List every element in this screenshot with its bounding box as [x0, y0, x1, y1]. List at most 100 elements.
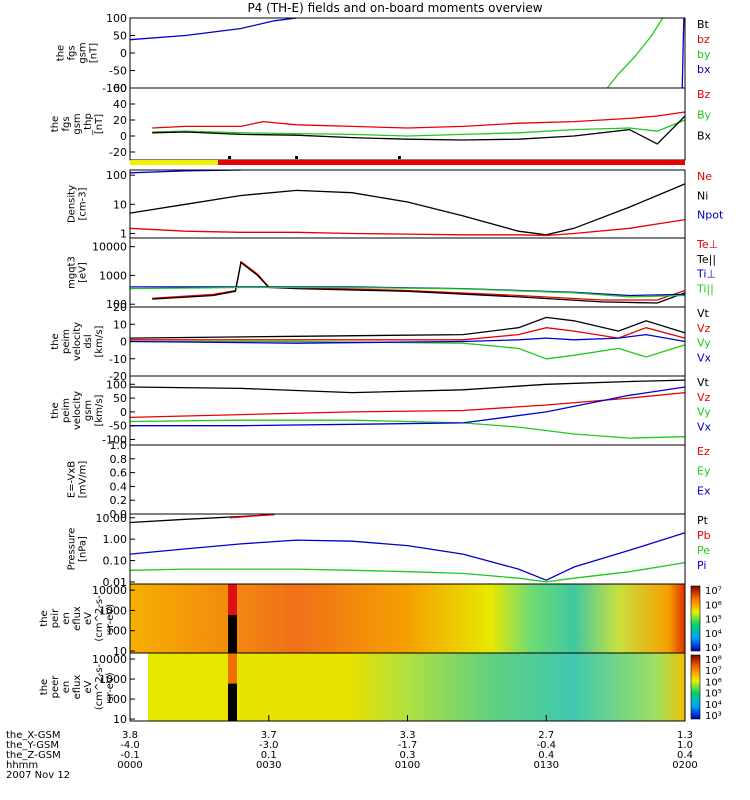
legend-entry: Vz [697, 391, 711, 404]
x-row-label: the_Z-GSM [6, 750, 61, 761]
series-bx_end-line [681, 17, 685, 89]
panel-frame [129, 513, 686, 585]
x-tick-label: 0.3 [400, 750, 416, 761]
legend: Ne Ni Npot [697, 170, 724, 222]
spectrogram [130, 584, 685, 653]
x-tick-label: -1.7 [398, 740, 418, 751]
legend-entry: Vy [697, 406, 711, 419]
legend-entry: Te⊥ [696, 238, 718, 251]
series-Vt-line [129, 379, 686, 394]
legend-entry: Ti|| [696, 282, 714, 295]
y-axis: 100 10 1 [106, 169, 135, 240]
legend-entry: bx [697, 63, 711, 76]
x-tick-label: 3.3 [400, 730, 416, 741]
y-tick-label: 1000 [99, 604, 127, 617]
y-label-line: [eV] [78, 262, 89, 283]
y-axis: 10000 1000 100 [92, 241, 135, 311]
y-tick-label: 20 [113, 301, 127, 314]
y-label-line: dsl [83, 334, 94, 348]
colorbar-scale [690, 585, 701, 652]
colorbar-tick-label: 10⁵ [705, 615, 722, 626]
y-label-line: en [61, 681, 72, 694]
mode-bar [130, 156, 685, 165]
y-tick-label: 0.4 [110, 480, 128, 493]
y-axis: 10000 1000 100 10 [92, 653, 135, 726]
x-tick-label: 1.3 [677, 730, 693, 741]
series-Vy-line [130, 340, 686, 360]
y-label-line: _thp [83, 113, 94, 136]
x-row-label: the_X-GSM [6, 730, 60, 741]
y-label: the peim velocity gsm [km/s] [50, 391, 105, 430]
legend-entry: Vz [697, 322, 711, 335]
colorbar-tick-label: 10⁵ [705, 689, 722, 700]
y-label-line: E=-VxB [67, 461, 78, 498]
x-tick-label: 0.4 [677, 750, 693, 761]
y-label: mgqt3 [eV] [67, 256, 89, 289]
y-tick-label: 50 [113, 392, 127, 405]
series-Vz-line [130, 327, 686, 341]
y-tick-label: -100 [102, 433, 127, 446]
y-tick-label: 10 [113, 645, 127, 658]
colorbar: 10⁷ 10⁶ 10⁵ 10⁴ 10³ [690, 585, 722, 654]
panel-6: Ez Ey Ex 1.00.80.60.40.20.0 E=-VxB [mV/m] [67, 439, 711, 521]
panel-8: 10⁷ 10⁶ 10⁵ 10⁴ 10³ 10000 1000 100 10 the peir en ef… [39, 583, 722, 658]
y-label-line: peer [50, 675, 61, 699]
y-tick-label: 20 [113, 114, 127, 127]
colorbar-tick-label: 10⁷ [705, 666, 722, 677]
legend: Bz By Bx [697, 88, 712, 142]
y-label-line: sr-eV) [105, 604, 116, 633]
y-label-line: [mV/m] [78, 461, 89, 499]
legend-entry: Npot [697, 209, 724, 222]
y-axis: 100 50 0 -50 -100 [102, 12, 135, 95]
legend-entry: Ex [697, 484, 711, 497]
panel-frame [129, 237, 686, 308]
legend: Bt bz by bx [697, 18, 711, 76]
x-row-label: hhmm [6, 760, 38, 771]
series-Te||-line [152, 261, 686, 304]
legend: Te⊥ Te|| Ti⊥Ti|| [696, 238, 718, 295]
panel-frame [129, 375, 686, 446]
legend-entry: Pi [697, 559, 706, 572]
x-tick-label: -4.0 [120, 740, 140, 751]
legend-entry: Bz [697, 88, 711, 101]
x-tick-label: -3.0 [259, 740, 279, 751]
panel-frame [129, 17, 686, 89]
y-label-line: Density [67, 185, 78, 223]
series-Vx-line [129, 333, 686, 344]
panel-0: Bt bz by bx 100 50 0 -50 -100 the fgs gsm [nT] [56, 12, 711, 95]
legend-entry: by [697, 48, 711, 61]
panel-frame [129, 169, 686, 239]
colorbar-tick-label: 10⁶ [705, 677, 722, 688]
y-label-line: the [56, 45, 67, 61]
y-tick-label: 0 [120, 336, 127, 349]
series-bx-line [129, 17, 297, 41]
legend-entry: Pb [697, 529, 711, 542]
series-Ti||-line [129, 286, 686, 298]
series-Bx-line [152, 115, 686, 145]
y-tick-label: 40 [113, 98, 127, 111]
y-label-line: peir [50, 608, 61, 628]
y-tick-label: -100 [102, 82, 127, 95]
y-label-line: gsm [83, 400, 94, 421]
y-tick-label: 1000 [99, 673, 127, 686]
y-tick-label: 0 [120, 406, 127, 419]
x-tick-label: 0.4 [538, 750, 554, 761]
y-label-line: (cm^2-s- [94, 595, 105, 642]
y-label-line: (cm^2-s- [94, 663, 105, 710]
panel-7: Pt Pb Pe Pi 10.00 1.00 0.10 0.01 Pressure [nPa] [67, 512, 711, 589]
y-label: E=-VxB [mV/m] [67, 461, 89, 499]
y-tick-label: 1.0 [110, 439, 128, 452]
mode-tick [295, 156, 298, 159]
legend-entry: Pe [697, 544, 710, 557]
y-tick-label: 100 [106, 378, 127, 391]
y-label-line: the [50, 116, 61, 132]
colorbar-tick-label: 10⁶ [705, 600, 722, 611]
y-tick-label: 0.0 [110, 508, 128, 521]
